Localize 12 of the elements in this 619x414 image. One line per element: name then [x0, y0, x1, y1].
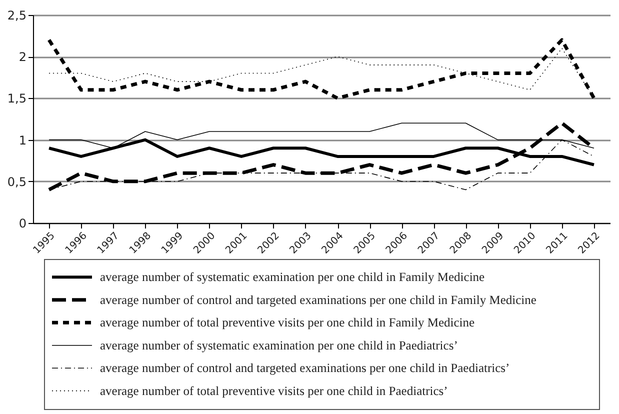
y-tick-label: 2,5 [7, 8, 26, 22]
y-tick-label: 1,5 [7, 92, 26, 106]
legend-label: average number of total preventive visits per one child in Paediatrics’ [100, 384, 448, 398]
legend-label: average number of total preventive visits per one child in Family Medicine [100, 316, 475, 330]
legend-label: average number of systematic examination per one child in Family Medicine [100, 270, 486, 284]
legend-label: average number of systematic examination per one child in Paediatrics’ [100, 338, 458, 352]
y-tick-label: 1 [18, 133, 26, 148]
y-tick-label: 0 [18, 216, 26, 230]
legend-label: average number of control and targeted examinations per one child in Paediatrics’ [100, 361, 510, 376]
y-tick-label: 2 [18, 50, 26, 64]
y-tick-label: 0,5 [7, 174, 26, 189]
legend-label: average number of control and targeted examinations per one child in Family Medicine [100, 292, 537, 307]
